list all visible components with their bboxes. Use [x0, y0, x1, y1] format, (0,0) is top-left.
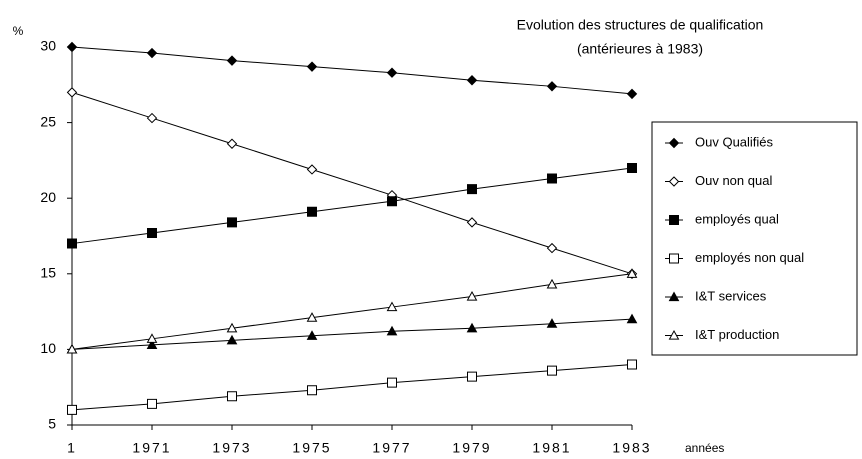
x-tick-label: 1977	[372, 440, 411, 456]
x-tick-label: 1981	[532, 440, 571, 456]
point	[226, 322, 238, 333]
point	[146, 112, 158, 124]
legend-marker	[668, 329, 680, 340]
y-tick-label: 20	[40, 189, 56, 205]
series-line	[71, 167, 633, 245]
point	[546, 318, 558, 328]
x-tick-label: 1979	[452, 440, 491, 456]
series-line	[71, 46, 633, 95]
point	[307, 206, 317, 217]
point	[146, 339, 158, 349]
series-line	[71, 91, 633, 275]
point	[306, 164, 318, 175]
x-tick-label: 1	[67, 440, 77, 456]
point	[547, 173, 557, 184]
point	[627, 162, 637, 173]
point	[226, 334, 238, 345]
point	[546, 242, 558, 254]
point	[466, 217, 478, 228]
series-line	[71, 318, 633, 350]
legend-marker	[669, 215, 679, 225]
x-axis-label: années	[685, 441, 724, 455]
x-tick-label: 1971	[132, 440, 171, 456]
y-tick-label: 5	[48, 416, 56, 432]
point	[386, 67, 398, 78]
point	[306, 330, 318, 340]
y-tick-label: 10	[40, 340, 56, 356]
chart-title: Evolution des structures de qualificatio…	[517, 17, 764, 33]
point	[66, 343, 78, 354]
point	[66, 41, 78, 53]
point	[626, 313, 638, 324]
point	[386, 325, 398, 336]
point	[467, 371, 477, 382]
point	[626, 88, 638, 100]
point	[387, 196, 397, 207]
legend-label: employés non qual	[695, 250, 804, 265]
legend-marker	[668, 137, 680, 149]
legend-label: Ouv Qualifiés	[695, 134, 774, 149]
legend-marker	[668, 176, 680, 187]
series-line	[71, 273, 633, 350]
point	[226, 138, 238, 149]
legend-marker	[669, 253, 679, 264]
legend-label: employés qual	[695, 211, 779, 226]
x-tick-label: 1983	[612, 440, 651, 456]
point	[226, 55, 238, 66]
point	[227, 391, 237, 402]
point	[146, 333, 158, 343]
x-tick-label: 1975	[292, 440, 331, 456]
y-tick-label: 25	[40, 113, 56, 129]
point	[387, 377, 397, 388]
legend-label: Ouv non qual	[695, 173, 772, 188]
point	[66, 87, 78, 98]
y-tick-label: 30	[40, 38, 56, 54]
chart-subtitle: (antérieures à 1983)	[577, 41, 703, 57]
point	[306, 312, 318, 322]
series-line	[71, 364, 633, 411]
y-tick-label: 15	[40, 265, 56, 281]
point	[227, 217, 237, 228]
point	[306, 61, 318, 72]
x-tick-label: 1973	[212, 440, 251, 456]
point	[546, 278, 558, 289]
point	[546, 81, 558, 92]
point	[466, 75, 478, 86]
legend-box	[651, 121, 858, 356]
y-axis-label: %	[13, 24, 24, 38]
point	[67, 404, 77, 415]
point	[627, 359, 637, 370]
legend-marker	[668, 291, 680, 302]
point	[466, 322, 478, 333]
point	[626, 268, 638, 278]
point	[147, 398, 157, 409]
legend-label: I&T services	[695, 288, 767, 303]
legend-label: I&T production	[695, 327, 779, 342]
point	[467, 184, 477, 195]
point	[307, 385, 317, 396]
point	[547, 365, 557, 376]
point	[147, 227, 157, 238]
point	[386, 301, 398, 312]
point	[67, 238, 77, 249]
point	[466, 290, 478, 301]
point	[146, 47, 158, 59]
